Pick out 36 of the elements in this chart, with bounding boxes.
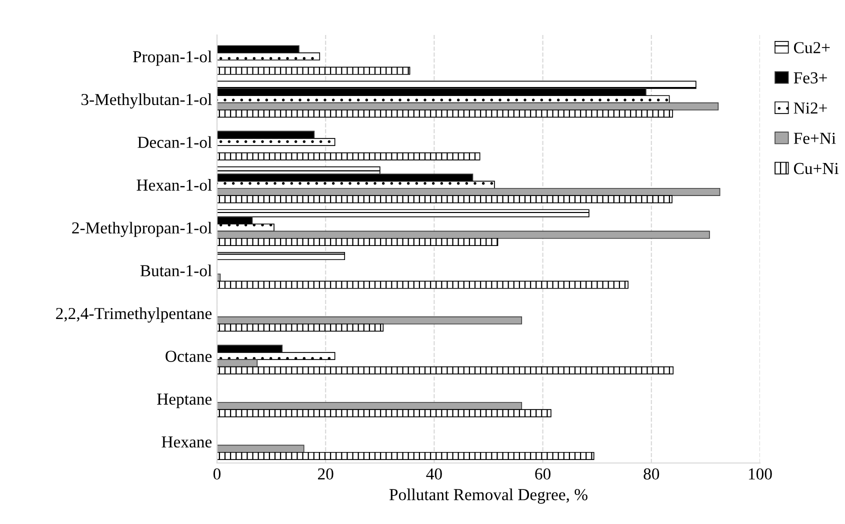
bar: [217, 238, 498, 246]
y-tick-label: Propan-1-ol: [133, 50, 212, 66]
y-tick-label: Octane: [166, 350, 212, 362]
bar: [217, 324, 384, 332]
bar: [217, 152, 480, 160]
x-tick-label: 20: [318, 468, 334, 480]
x-tick-label: 100: [748, 468, 772, 480]
bar: [217, 280, 628, 289]
x-tick-label: 80: [644, 468, 660, 480]
bar: [217, 66, 410, 75]
bar: [217, 359, 258, 368]
bar: [217, 316, 522, 324]
x-tick-label: 0: [213, 468, 221, 480]
x-tick-label: 60: [535, 468, 550, 480]
legend-label: Fe3+: [794, 72, 827, 84]
bar: [217, 366, 674, 374]
bar: [217, 452, 594, 460]
y-tick-label: Butan-1-ol: [140, 264, 212, 276]
bar: [217, 252, 346, 260]
y-tick-label: 2-Methylpropan-1-ol: [72, 222, 212, 237]
bar: [217, 230, 710, 239]
legend-label: Ni2+: [794, 102, 827, 114]
y-tick-label: Decan-1-ol: [138, 136, 212, 148]
legend-label: Cu+Ni: [794, 162, 839, 174]
legend-label: Fe+Ni: [794, 132, 836, 144]
y-tick-label: Hexan-1-ol: [136, 179, 212, 191]
y-tick-label: Hexane: [162, 436, 212, 448]
legend-label: Cu2+: [794, 42, 830, 54]
x-tick-label: 40: [426, 468, 442, 480]
y-tick-label: Heptane: [157, 394, 212, 408]
bar: [217, 110, 673, 118]
y-tick-label: 3-Methylbutan-1-ol: [81, 93, 212, 109]
bar: [217, 195, 672, 204]
bar: [217, 409, 552, 418]
x-axis-title: Pollutant Removal Degree, %: [389, 488, 588, 504]
y-tick-label: 2,2,4-Trimethylpentane: [56, 307, 212, 323]
